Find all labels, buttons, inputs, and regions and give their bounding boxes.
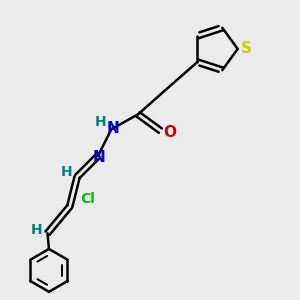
Text: O: O bbox=[164, 125, 176, 140]
Text: S: S bbox=[241, 41, 251, 56]
Text: Cl: Cl bbox=[80, 192, 95, 206]
Text: H: H bbox=[61, 165, 73, 179]
Text: H: H bbox=[30, 223, 42, 237]
Text: H: H bbox=[94, 115, 106, 129]
Text: N: N bbox=[106, 121, 119, 136]
Text: N: N bbox=[93, 150, 106, 165]
